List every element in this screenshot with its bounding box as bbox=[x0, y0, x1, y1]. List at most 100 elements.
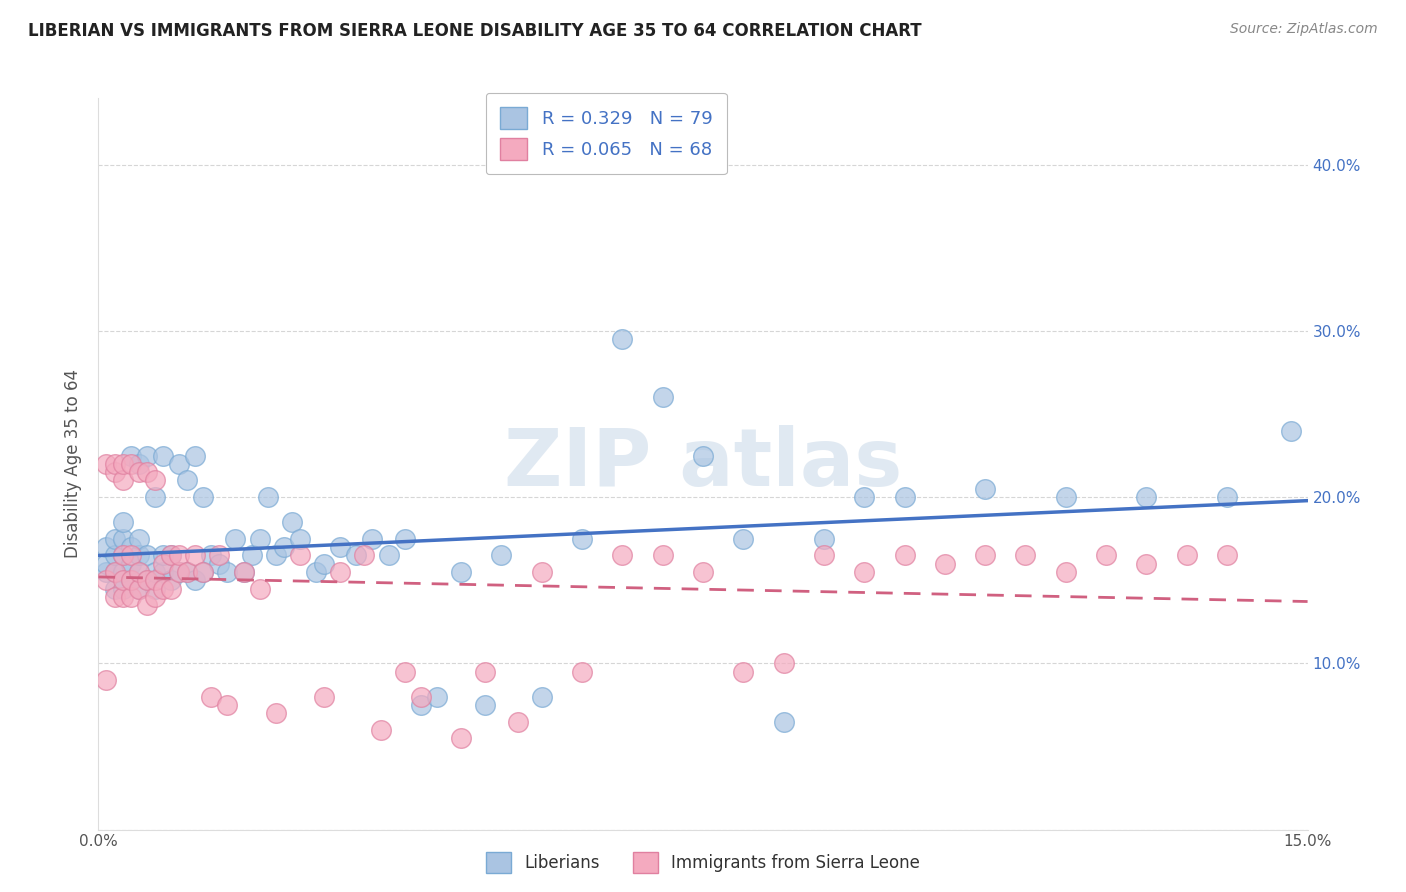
Point bbox=[530, 690, 553, 704]
Point bbox=[612, 332, 634, 346]
Point bbox=[314, 557, 336, 571]
Point bbox=[111, 515, 134, 529]
Point bbox=[361, 532, 384, 546]
Point bbox=[160, 548, 183, 563]
Text: ZIP atlas: ZIP atlas bbox=[503, 425, 903, 503]
Point bbox=[143, 590, 166, 604]
Point bbox=[167, 565, 190, 579]
Point bbox=[120, 548, 142, 563]
Point bbox=[111, 582, 134, 596]
Point bbox=[111, 457, 134, 471]
Point bbox=[217, 565, 239, 579]
Point bbox=[934, 557, 956, 571]
Point bbox=[184, 573, 207, 587]
Legend: R = 0.329   N = 79, R = 0.065   N = 68: R = 0.329 N = 79, R = 0.065 N = 68 bbox=[485, 93, 727, 175]
Point bbox=[314, 690, 336, 704]
Point bbox=[120, 540, 142, 554]
Point bbox=[143, 474, 166, 488]
Point bbox=[232, 565, 254, 579]
Point bbox=[128, 565, 150, 579]
Point bbox=[1175, 548, 1198, 563]
Point bbox=[176, 565, 198, 579]
Point bbox=[1281, 424, 1303, 438]
Point bbox=[1135, 557, 1157, 571]
Point bbox=[305, 565, 328, 579]
Point bbox=[176, 565, 198, 579]
Point bbox=[120, 457, 142, 471]
Point bbox=[217, 698, 239, 712]
Point bbox=[143, 582, 166, 596]
Point bbox=[200, 548, 222, 563]
Point bbox=[103, 582, 125, 596]
Point bbox=[160, 548, 183, 563]
Point bbox=[409, 698, 432, 712]
Point bbox=[288, 548, 311, 563]
Point bbox=[249, 582, 271, 596]
Point bbox=[120, 449, 142, 463]
Point bbox=[224, 532, 246, 546]
Point bbox=[103, 590, 125, 604]
Point bbox=[474, 665, 496, 679]
Point bbox=[474, 698, 496, 712]
Point bbox=[1095, 548, 1118, 563]
Point bbox=[184, 449, 207, 463]
Point bbox=[571, 665, 593, 679]
Point bbox=[1014, 548, 1036, 563]
Point bbox=[193, 490, 215, 504]
Point bbox=[111, 548, 134, 563]
Point bbox=[329, 565, 352, 579]
Point bbox=[264, 548, 287, 563]
Point bbox=[152, 548, 174, 563]
Point bbox=[506, 714, 529, 729]
Point bbox=[103, 465, 125, 479]
Text: Source: ZipAtlas.com: Source: ZipAtlas.com bbox=[1230, 22, 1378, 37]
Point bbox=[128, 532, 150, 546]
Point bbox=[450, 565, 472, 579]
Point bbox=[96, 557, 118, 571]
Point bbox=[893, 548, 915, 563]
Point bbox=[135, 573, 157, 587]
Point bbox=[893, 490, 915, 504]
Point bbox=[651, 390, 673, 404]
Point bbox=[692, 565, 714, 579]
Point bbox=[733, 532, 755, 546]
Point bbox=[813, 548, 835, 563]
Point bbox=[974, 548, 997, 563]
Point bbox=[184, 548, 207, 563]
Point bbox=[853, 490, 876, 504]
Point bbox=[353, 548, 375, 563]
Legend: Liberians, Immigrants from Sierra Leone: Liberians, Immigrants from Sierra Leone bbox=[479, 846, 927, 880]
Point bbox=[135, 449, 157, 463]
Point bbox=[167, 457, 190, 471]
Point bbox=[240, 548, 263, 563]
Point bbox=[193, 565, 215, 579]
Point bbox=[135, 465, 157, 479]
Point bbox=[273, 540, 295, 554]
Point bbox=[208, 557, 231, 571]
Point bbox=[249, 532, 271, 546]
Point bbox=[135, 548, 157, 563]
Point bbox=[135, 573, 157, 587]
Point bbox=[208, 548, 231, 563]
Y-axis label: Disability Age 35 to 64: Disability Age 35 to 64 bbox=[65, 369, 83, 558]
Point bbox=[152, 449, 174, 463]
Point bbox=[256, 490, 278, 504]
Point bbox=[394, 532, 416, 546]
Point bbox=[143, 565, 166, 579]
Point bbox=[160, 582, 183, 596]
Point bbox=[143, 490, 166, 504]
Point bbox=[772, 714, 794, 729]
Point bbox=[409, 690, 432, 704]
Point bbox=[152, 582, 174, 596]
Point bbox=[281, 515, 304, 529]
Point bbox=[103, 457, 125, 471]
Point bbox=[128, 465, 150, 479]
Point bbox=[232, 565, 254, 579]
Point bbox=[329, 540, 352, 554]
Point bbox=[571, 532, 593, 546]
Point bbox=[111, 573, 134, 587]
Point bbox=[426, 690, 449, 704]
Point bbox=[200, 690, 222, 704]
Point bbox=[103, 565, 125, 579]
Point bbox=[135, 598, 157, 612]
